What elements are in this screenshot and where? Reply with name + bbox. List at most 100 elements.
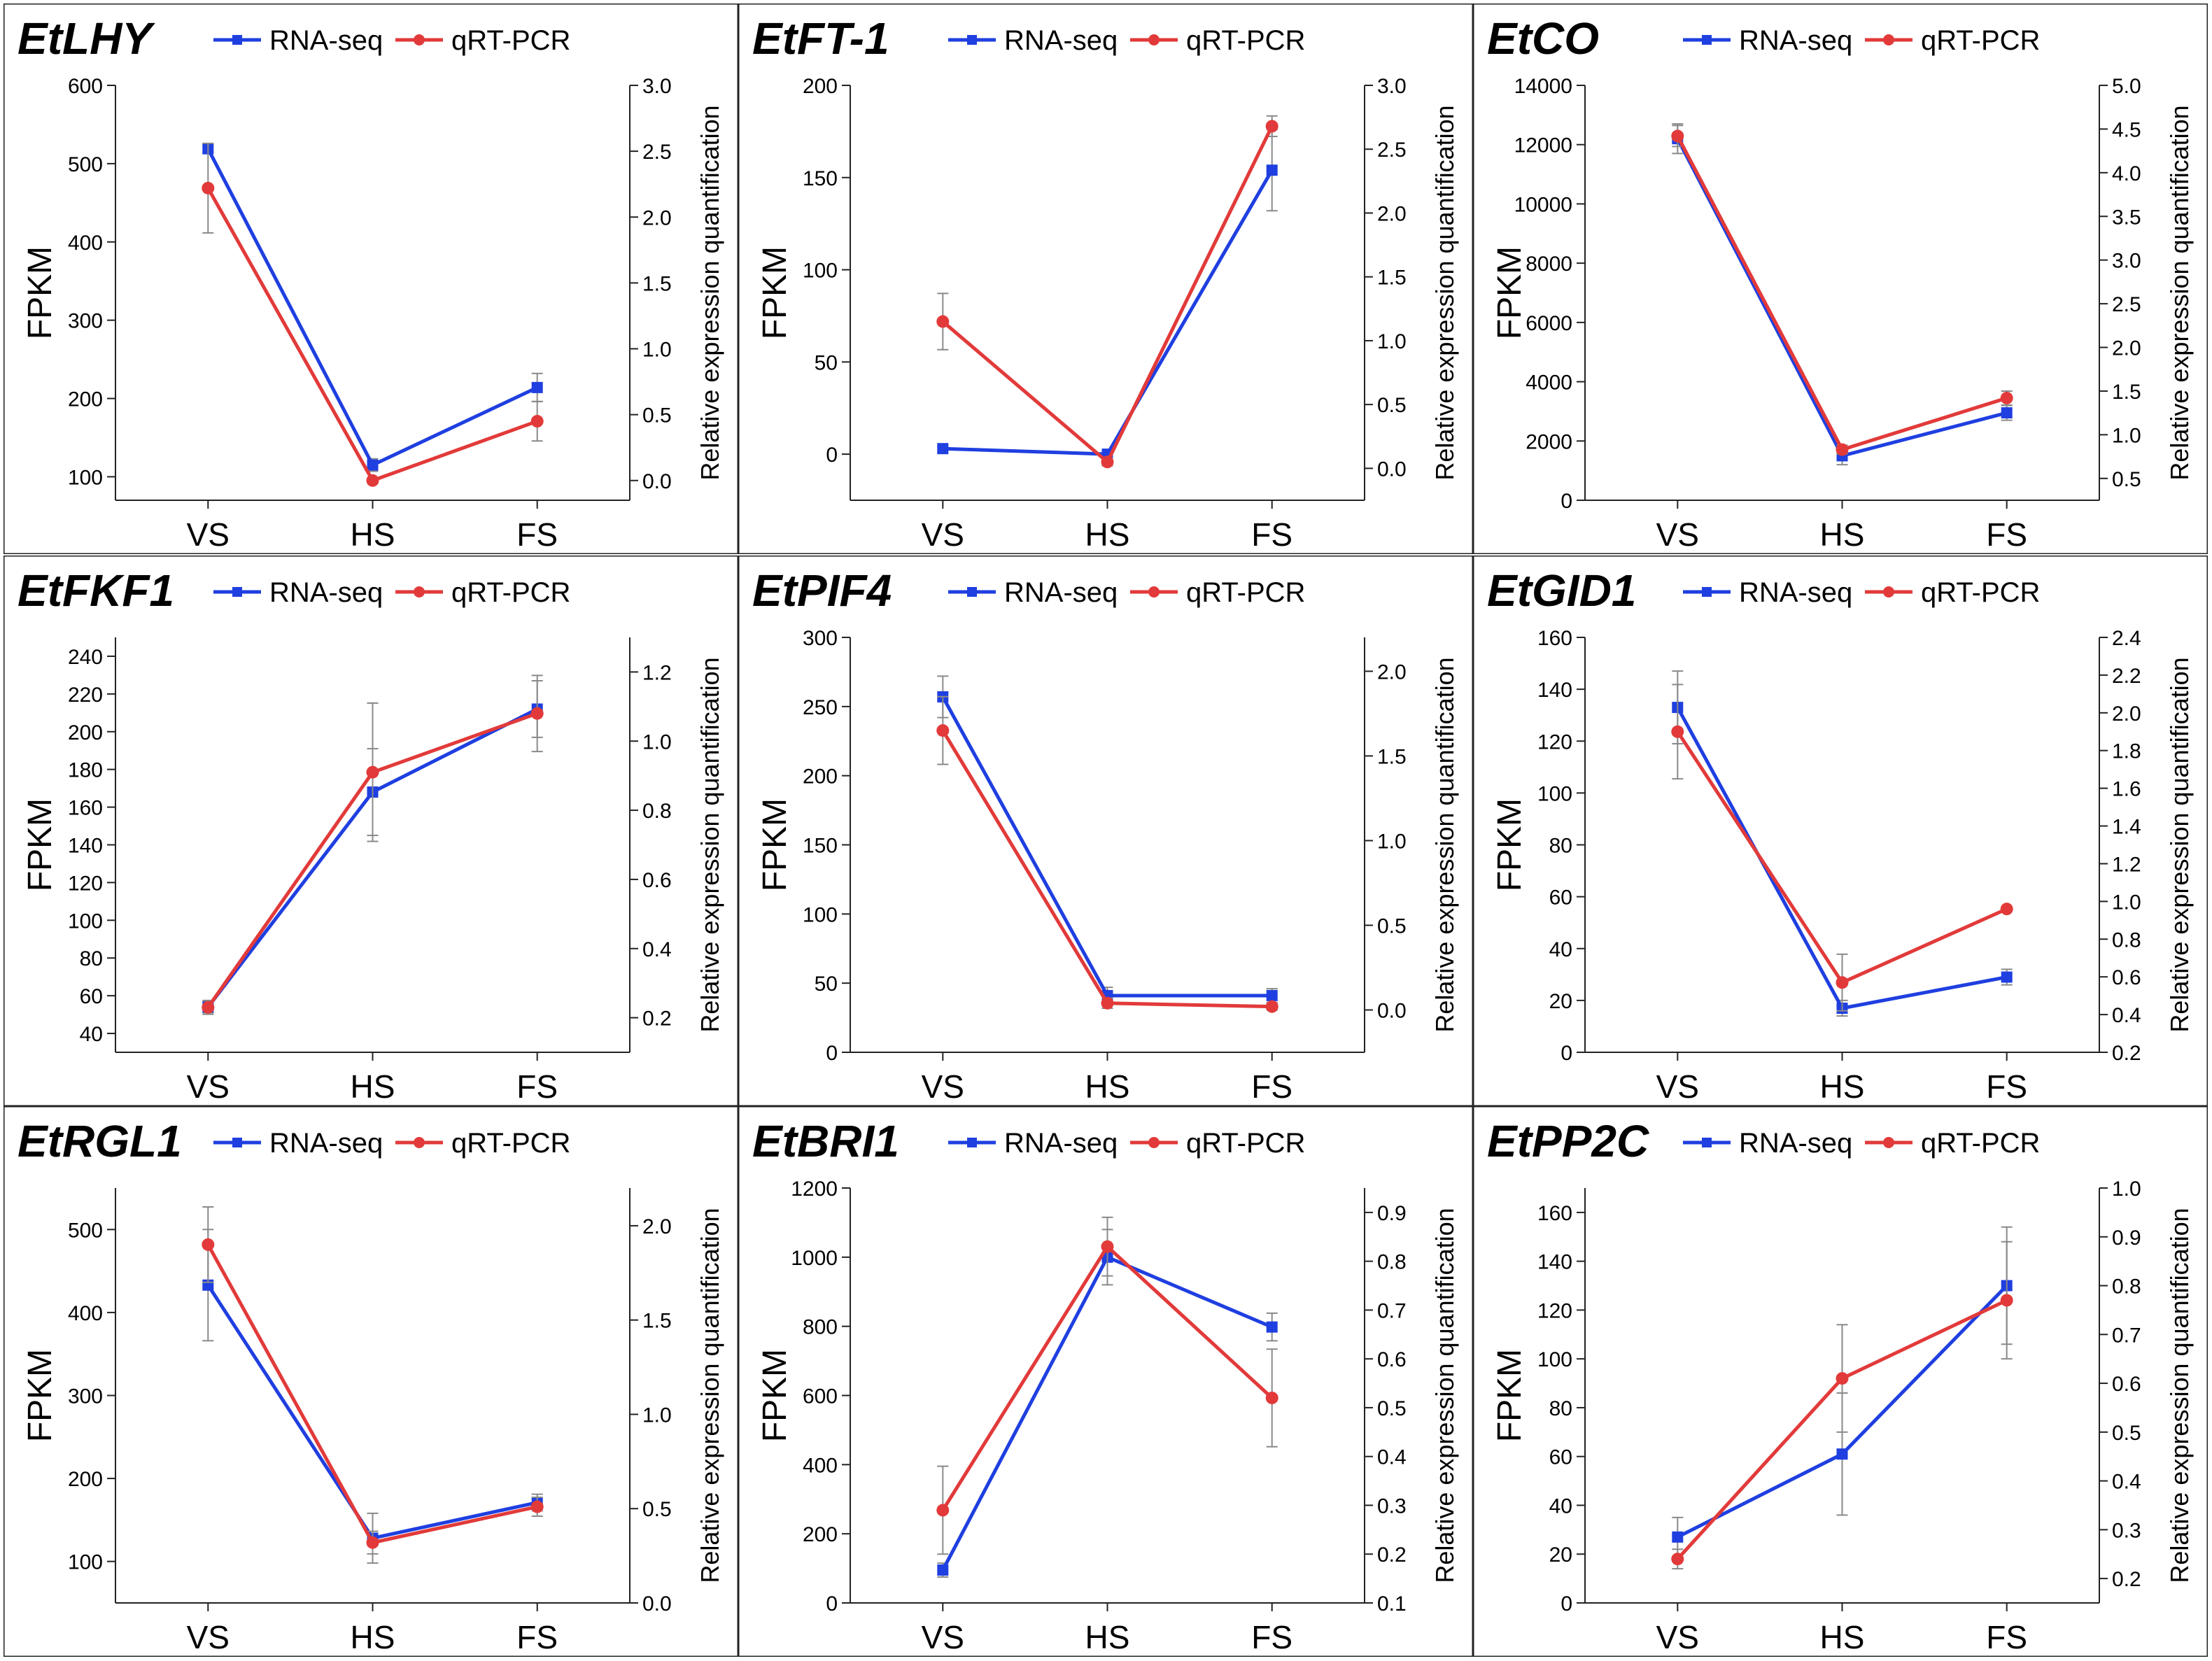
left-tick-label: 500 [68, 1219, 103, 1242]
chart-panel-etgid1: EtGID1 RNA-seq qRT-PCR 0 20 40 60 80 100 120 140 16… [1472, 554, 2209, 1108]
right-tick-label: 1.4 [2112, 816, 2141, 839]
right-tick-label: 1.2 [2112, 853, 2141, 876]
legend-qrt-pcr: qRT-PCR [1130, 577, 1305, 608]
right-tick-label: 1.8 [2112, 740, 2141, 763]
data-point-rna-seq-fs [1266, 1321, 1278, 1333]
data-point-qrt-pcr-fs [2000, 1294, 2013, 1307]
series-rna-seq [202, 1229, 543, 1564]
right-tick-label: 0.0 [1377, 999, 1407, 1022]
x-tick-label: FS [1986, 1619, 2027, 1655]
data-point-rna-seq-fs [531, 381, 543, 393]
right-tick-label: 1.5 [642, 272, 672, 295]
x-tick-label: FS [1251, 1068, 1292, 1105]
left-tick-label: 50 [815, 973, 838, 996]
left-tick-label: 0 [826, 1042, 838, 1065]
left-tick-label: 0 [1561, 1042, 1572, 1065]
legend: RNA-seq qRT-PCR [1683, 25, 2040, 56]
legend-marker [1702, 587, 1712, 597]
x-tick-label: VS [187, 1068, 230, 1105]
series-qrt-pcr [202, 674, 544, 1015]
chart-title: EtFKF1 [17, 565, 174, 616]
data-point-qrt-pcr-vs [936, 724, 950, 737]
right-tick-label: 2.0 [2112, 702, 2141, 726]
chart-title: EtFT-1 [752, 13, 889, 64]
left-tick-label: 140 [1537, 679, 1572, 702]
x-tick-label: HS [1085, 1619, 1130, 1655]
left-tick-label: 140 [1537, 1251, 1572, 1274]
data-point-qrt-pcr-vs [1671, 129, 1684, 143]
right-tick-label: 0.4 [1377, 1446, 1407, 1469]
series-line-qrt-pcr [1676, 135, 2008, 452]
legend-qrt-pcr: qRT-PCR [1130, 1128, 1305, 1159]
left-tick-label: 220 [68, 684, 103, 707]
series-line-qrt-pcr [206, 1243, 538, 1545]
panel-frame [737, 554, 1474, 1108]
right-tick-label: 0.5 [1377, 914, 1407, 938]
chart-panel-etfkf1: EtFKF1 RNA-seq qRT-PCR 40 60 80 100 120 140 160 18… [2, 554, 740, 1108]
y-axis-label: FPKM [22, 1349, 59, 1442]
left-tick-label: 2000 [1526, 430, 1572, 453]
x-tick-label: VS [187, 516, 230, 553]
legend-label: qRT-PCR [1921, 25, 2040, 56]
series-qrt-pcr [202, 142, 544, 487]
left-tick-label: 100 [1537, 782, 1572, 805]
right-tick-label: 0.7 [2112, 1324, 2141, 1347]
data-point-qrt-pcr-hs [1836, 976, 1849, 989]
x-tick-label: VS [922, 1068, 964, 1105]
right-tick-label: 0.2 [2112, 1568, 2141, 1591]
right-tick-label: 0.4 [2112, 1471, 2141, 1494]
y-axis-label: FPKM [1491, 246, 1528, 339]
data-point-qrt-pcr-hs [366, 765, 379, 779]
data-point-qrt-pcr-hs [366, 1536, 379, 1549]
right-tick-label: 0.6 [2112, 1373, 2141, 1396]
series-line-qrt-pcr [941, 125, 1274, 464]
legend-label: qRT-PCR [1186, 1128, 1305, 1159]
legend-label: qRT-PCR [1186, 25, 1305, 56]
right-tick-label: 0.9 [1377, 1202, 1407, 1225]
legend-label: RNA-seq [1739, 1128, 1852, 1159]
right-tick-label: 2.0 [642, 206, 672, 229]
right-tick-label: 2.0 [2112, 337, 2141, 360]
series-line-qrt-pcr [941, 729, 1272, 1009]
chart-title: EtPIF4 [752, 565, 892, 616]
right-tick-label: 0.8 [1377, 1251, 1407, 1274]
y-axis-label: FPKM [756, 798, 794, 891]
legend-label: qRT-PCR [451, 577, 570, 608]
series-qrt-pcr [1671, 1241, 2013, 1570]
legend-label: qRT-PCR [451, 1128, 570, 1159]
data-point-qrt-pcr-hs [1836, 443, 1849, 456]
series-line-rna-seq [206, 148, 538, 467]
chart-svg: EtPP2C RNA-seq qRT-PCR 0 20 40 60 80 100 120 140 16… [1472, 1105, 2209, 1658]
data-point-rna-seq-fs [1266, 989, 1278, 1001]
legend-label: RNA-seq [269, 25, 383, 56]
left-tick-label: 4000 [1526, 372, 1572, 395]
series-qrt-pcr [1671, 125, 2013, 456]
left-tick-label: 200 [803, 1523, 838, 1546]
right-tick-label: 3.0 [642, 75, 672, 98]
right-tick-label: 2.0 [1377, 660, 1407, 684]
right-tick-label: 2.0 [642, 1215, 672, 1238]
legend-qrt-pcr: qRT-PCR [1865, 577, 2040, 608]
panel-frame [737, 1105, 1474, 1658]
y2-axis-label: Relative expression quantification [696, 657, 724, 1032]
legend-rna-seq: RNA-seq [1683, 25, 1852, 56]
chart-title: EtBRI1 [752, 1116, 899, 1166]
left-tick-label: 60 [1549, 1446, 1572, 1469]
legend-label: qRT-PCR [1921, 1128, 2040, 1159]
right-tick-label: 1.0 [642, 1404, 672, 1427]
legend-marker [1702, 35, 1712, 45]
right-tick-label: 0.6 [1377, 1348, 1407, 1371]
x-tick-label: VS [1656, 516, 1699, 553]
legend-qrt-pcr: qRT-PCR [1865, 1128, 2040, 1159]
chart-svg: EtBRI1 RNA-seq qRT-PCR 0 200 400 600 800 1000 120… [737, 1105, 1474, 1658]
left-tick-label: 150 [803, 835, 838, 858]
left-tick-label: 60 [80, 985, 103, 1008]
right-tick-label: 1.5 [1377, 745, 1407, 768]
x-tick-label: HS [351, 1619, 395, 1655]
right-tick-label: 1.5 [642, 1310, 672, 1333]
left-tick-label: 100 [1537, 1348, 1572, 1371]
chart-panel-etco: EtCO RNA-seq qRT-PCR 0 2000 4000 6000 8000 10000… [1472, 2, 2209, 556]
series-line-qrt-pcr [1676, 730, 2008, 984]
right-tick-label: 1.0 [2112, 891, 2141, 914]
x-tick-label: HS [1820, 1068, 1865, 1105]
